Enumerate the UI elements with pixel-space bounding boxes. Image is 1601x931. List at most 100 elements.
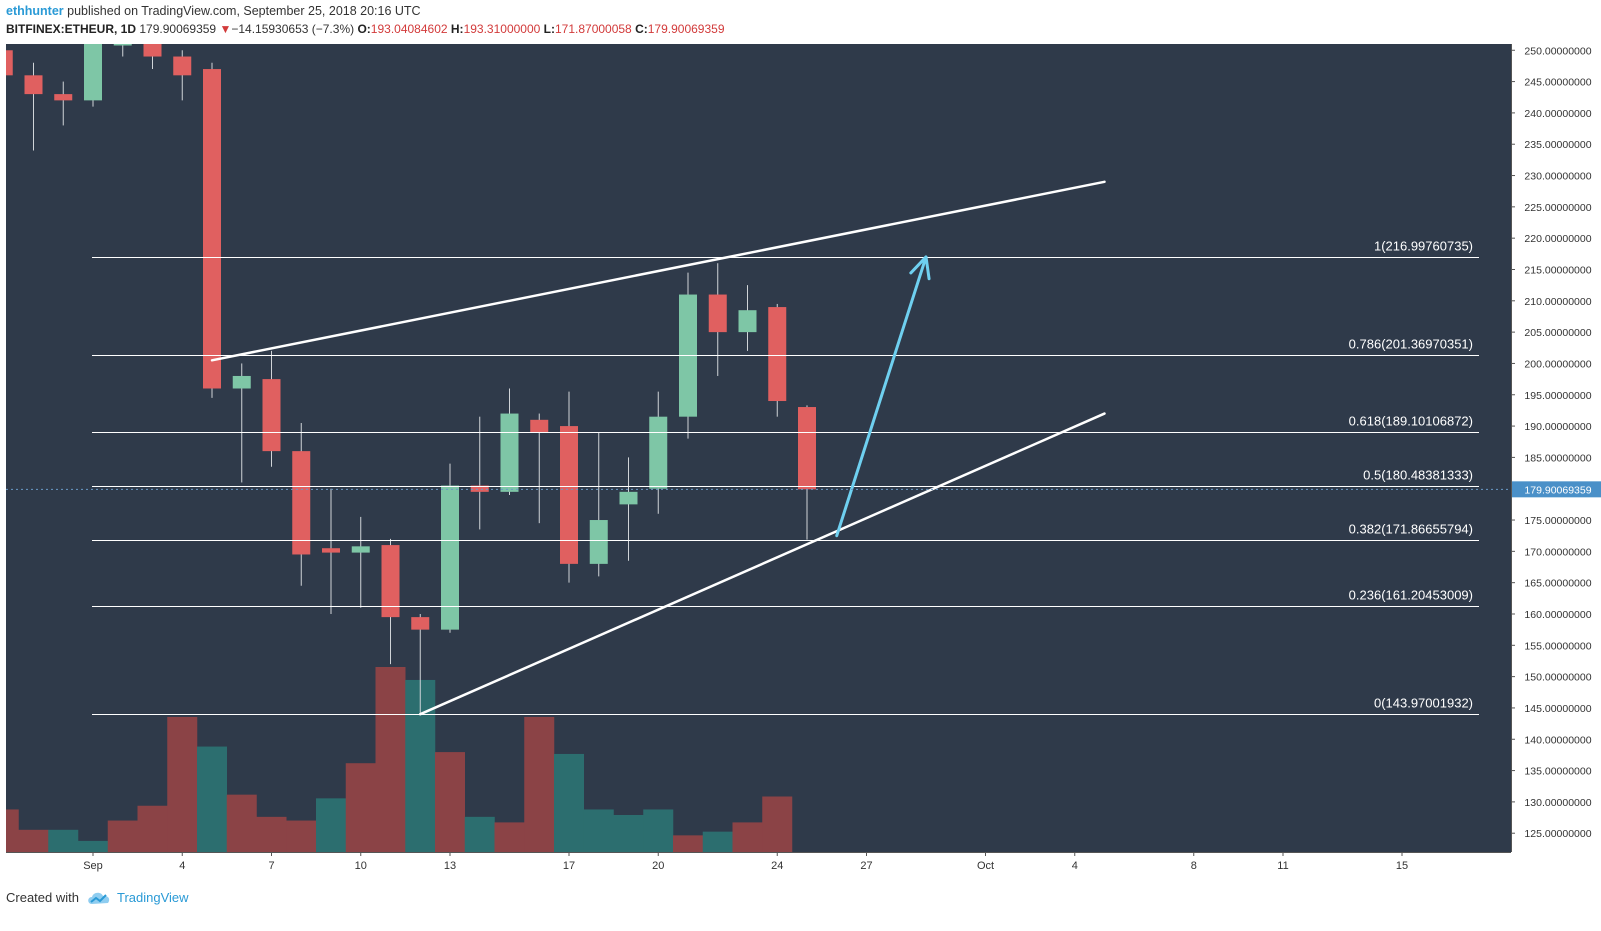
candle-body [262,379,281,452]
close-label: C: [635,22,648,36]
volume-bar [18,829,49,852]
trend-line [210,180,1106,362]
price-tick-label: 165.00000000 [1524,578,1591,590]
volume-bar [583,809,614,852]
price-tick-label: 140.00000000 [1524,734,1591,746]
price-tick-label: 130.00000000 [1524,797,1591,809]
candle [708,263,727,376]
close-value: 179.90069359 [647,22,725,36]
volume-bar [375,667,406,852]
time-axis[interactable] [6,852,1511,878]
price-tick-label: 185.00000000 [1524,452,1591,464]
volume-bar [762,796,793,852]
candle-body [411,617,430,630]
candle [54,81,73,126]
candle [24,62,43,151]
price-tick-label: 245.00000000 [1524,77,1591,89]
price-tick-label: 175.00000000 [1524,515,1591,527]
candle-body [738,310,757,333]
price-tick-label: 210.00000000 [1524,296,1591,308]
time-tick-label: 10 [355,860,367,872]
fib-level-label: 0.382(171.86655794) [1349,522,1473,537]
time-tick-label: 13 [444,860,456,872]
volume-bar [524,716,555,852]
candle [173,50,192,101]
fib-level-label: 1(216.99760735) [1374,239,1473,254]
candle-body [173,56,192,76]
candle [381,538,400,665]
fib-level-label: 0.236(161.20453009) [1349,588,1473,603]
time-tick-label: 4 [1072,860,1078,872]
volume-bar [464,816,495,852]
price-chart[interactable]: 1(216.99760735) 0.786(201.36970351) 0.618(… [0,44,1601,878]
price-tick-label: 225.00000000 [1524,202,1591,214]
candle [500,388,519,495]
time-tick-label: 15 [1396,860,1408,872]
fib-level-label: 0.5(180.48381333) [1363,468,1473,483]
candle-body [500,413,519,492]
volume-bar [197,746,227,852]
symbol-label[interactable]: BITFINEX:ETHEUR, 1D [6,22,137,36]
tradingview-link[interactable]: TradingView [117,890,189,905]
volume-bar [48,829,79,852]
candle-body [530,419,549,433]
fib-level-label: 0(143.97001932) [1374,696,1473,711]
price-tick-label: 205.00000000 [1524,327,1591,339]
price-tick-label: 170.00000000 [1524,546,1591,558]
candle-body [470,485,489,492]
open-value: 193.04084602 [370,22,448,36]
volume-bar [107,820,138,852]
volume-bar [673,835,703,852]
candle-body [708,294,727,333]
plot-area[interactable] [6,44,1511,852]
price-tick-label: 235.00000000 [1524,139,1591,151]
published-text: published on TradingView.com, September … [67,4,421,18]
time-tick-label: 27 [860,860,872,872]
volume-bar [732,822,763,852]
time-tick-label: 8 [1191,860,1197,872]
current-price-label: 179.90069359 [1524,484,1591,496]
candle-body [84,44,102,101]
trend-lines[interactable] [210,180,1106,716]
candle [798,405,816,540]
price-tick-label: 160.00000000 [1524,609,1591,621]
candle [589,432,608,577]
volume-bar [226,794,257,852]
price-tick-label: 155.00000000 [1524,640,1591,652]
candle [292,422,311,586]
time-tick-label: 24 [771,860,783,872]
candle-body [113,44,132,46]
price-tick-label: 150.00000000 [1524,672,1591,684]
price-tick-label: 240.00000000 [1524,108,1591,120]
candle-body [619,491,638,505]
volume-bar [613,815,644,852]
candle [441,463,459,633]
candle [203,62,221,398]
volume-bar [643,809,674,852]
candle-body [768,307,787,402]
candle-body [232,375,251,389]
author-link[interactable]: ethhunter [6,4,64,18]
ohlc-line: BITFINEX:ETHEUR, 1D 179.90069359 ▼−14.15… [6,22,725,36]
volume-bar [286,820,317,852]
chart-header: ethhunter published on TradingView.com, … [0,0,1601,44]
time-ticks: Sep 4 7 10 13 17 20 24 27 Oct 4 8 11 15 [83,852,1408,872]
change-down-icon: ▼ [219,22,232,36]
open-label: O: [357,22,371,36]
fib-retracement[interactable]: 1(216.99760735) 0.786(201.36970351) 0.618(… [92,239,1479,715]
created-with-text: Created with [6,890,79,905]
arrow-head [909,255,931,281]
candle [768,303,787,417]
price-tick-label: 215.00000000 [1524,264,1591,276]
fib-level-label: 0.786(201.36970351) [1349,337,1473,352]
candle [560,391,578,583]
volume-bars [6,667,793,852]
change-value: −14.15930653 (−7.3%) [231,22,355,36]
price-axis[interactable] [1511,44,1601,852]
last-price: 179.90069359 [139,22,217,36]
time-tick-label: 11 [1277,860,1288,872]
price-tick-label: 230.00000000 [1524,171,1591,183]
candle-body [798,407,816,490]
candle-body [560,426,578,564]
tradingview-cloud-icon[interactable] [86,889,112,907]
